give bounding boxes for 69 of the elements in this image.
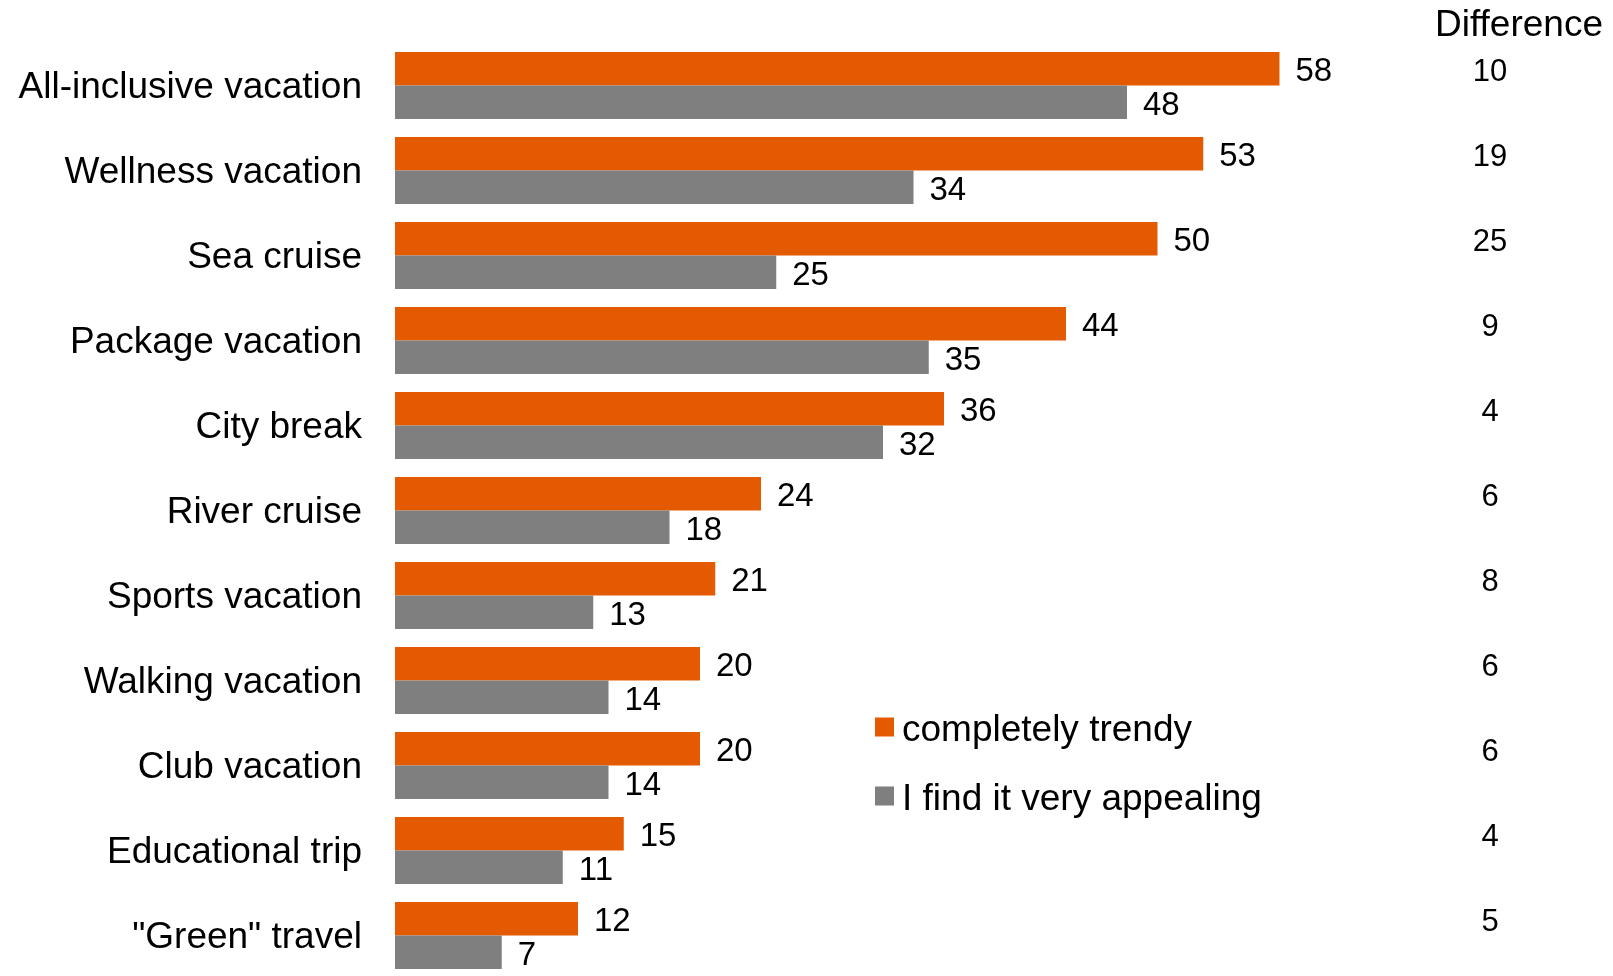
bar [395, 255, 777, 289]
y-tick-label: Sports vacation [106, 575, 362, 616]
bar [395, 680, 609, 714]
data-label: 7 [517, 934, 537, 972]
y-tick-label: Educational trip [106, 830, 362, 871]
data-label: 32 [899, 424, 936, 462]
data-label: 11 [578, 849, 614, 887]
data-label: 18 [685, 509, 723, 547]
text: 8 [1481, 563, 1499, 599]
bar [395, 137, 1204, 171]
bar [395, 935, 502, 969]
data-label: 15 [639, 816, 677, 854]
bar [395, 510, 670, 544]
bar [395, 170, 914, 204]
text: 6 [1481, 733, 1499, 769]
bar [395, 340, 929, 374]
data-label: 13 [609, 594, 646, 632]
data-label: 21 [731, 561, 768, 599]
data-label: 36 [960, 391, 997, 429]
text: 9 [1481, 308, 1499, 344]
y-tick-label: Wellness vacation [64, 150, 362, 191]
text: 10 [1472, 53, 1508, 89]
bar [395, 647, 700, 681]
y-tick-label: All-inclusive vacation [18, 65, 362, 106]
legend-label: I find it very appealing [902, 776, 1262, 818]
data-label: 24 [777, 476, 814, 514]
data-label: 14 [624, 679, 662, 717]
text: 4 [1481, 393, 1499, 429]
data-label: 20 [716, 731, 753, 769]
bar [395, 902, 578, 936]
y-tick-label: River cruise [166, 490, 362, 531]
y-tick-label: "Green" travel [132, 915, 362, 956]
text: Difference [1435, 2, 1603, 44]
text: 6 [1481, 648, 1499, 684]
bar [395, 477, 761, 511]
y-tick-label: Package vacation [69, 320, 362, 361]
bar [395, 392, 944, 426]
bar [395, 85, 1127, 119]
text: 5 [1481, 903, 1499, 939]
bar [395, 52, 1280, 86]
text: 25 [1472, 223, 1508, 259]
data-label: 14 [624, 764, 662, 802]
bar [395, 850, 563, 884]
data-label: 25 [792, 254, 829, 292]
data-label: 48 [1143, 84, 1180, 122]
bar [395, 222, 1158, 256]
text: 4 [1481, 818, 1499, 854]
bar [395, 595, 594, 629]
y-tick-label: Club vacation [137, 745, 362, 786]
bar [395, 732, 700, 766]
text: 6 [1481, 478, 1499, 514]
y-tick-label: Sea cruise [187, 235, 362, 276]
bar [395, 765, 609, 799]
data-label: 35 [944, 339, 982, 377]
data-label: 44 [1082, 306, 1119, 344]
data-label: 58 [1295, 51, 1333, 89]
y-tick-label: Walking vacation [83, 660, 362, 701]
bar [395, 425, 883, 459]
bar [395, 817, 624, 851]
y-tick-label: City break [195, 405, 363, 446]
data-label: 12 [594, 901, 631, 939]
data-label: 34 [929, 169, 967, 207]
bar [395, 307, 1066, 341]
text: 19 [1472, 138, 1508, 174]
data-label: 20 [716, 646, 753, 684]
data-label: 50 [1173, 221, 1211, 259]
legend-label: completely trendy [902, 707, 1193, 749]
data-label: 53 [1219, 136, 1256, 174]
bar [395, 562, 716, 596]
